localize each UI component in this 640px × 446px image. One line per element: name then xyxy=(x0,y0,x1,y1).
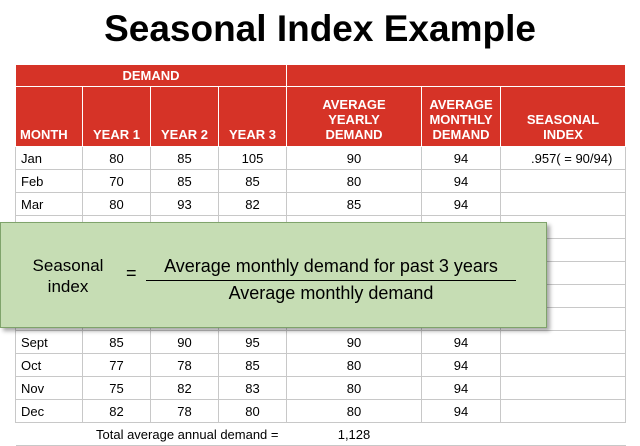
cell-year2: 93 xyxy=(150,192,219,216)
cell-year2: 78 xyxy=(150,399,219,423)
header-year1: YEAR 1 xyxy=(82,86,151,147)
header-average-yearly-line3: DEMAND xyxy=(325,127,383,142)
group-header-row: DEMAND xyxy=(15,64,627,87)
formula-numerator: Average monthly demand for past 3 years xyxy=(164,256,498,276)
cell-year2: 85 xyxy=(150,146,219,170)
cell-year2: 82 xyxy=(150,376,219,400)
cell-average-yearly: 80 xyxy=(286,376,422,400)
cell-year2: 85 xyxy=(150,169,219,193)
cell-year3: 95 xyxy=(218,330,287,354)
header-average-monthly-line2: MONTHLY xyxy=(429,112,493,127)
cell-average-monthly: 94 xyxy=(421,192,501,216)
cell-seasonal-index xyxy=(499,169,627,193)
cell-average-yearly: 80 xyxy=(286,399,422,423)
cell-average-monthly: 94 xyxy=(421,376,501,400)
cell-year2: 90 xyxy=(150,330,219,354)
formula-denominator: Average monthly demand xyxy=(228,283,434,303)
cell-seasonal-index: .957( = 90/94) xyxy=(499,146,627,170)
header-seasonal-index: SEASONAL INDEX xyxy=(499,86,627,147)
header-year3: YEAR 3 xyxy=(218,86,287,147)
header-year2: YEAR 2 xyxy=(150,86,219,147)
cell-average-monthly: 94 xyxy=(421,353,501,377)
cell-year1: 70 xyxy=(82,169,151,193)
formula-equals: = xyxy=(126,263,137,283)
header-average-monthly-line1: AVERAGE xyxy=(429,97,493,112)
table-row: Feb 70 85 85 80 94 xyxy=(15,169,627,193)
cell-average-yearly: 90 xyxy=(286,146,422,170)
header-average-monthly-demand: AVERAGE MONTHLY DEMAND xyxy=(421,86,501,147)
total-row: Total average annual demand = 1,128 xyxy=(15,422,626,446)
cell-year3: 105 xyxy=(218,146,287,170)
header-average-monthly-line3: DEMAND xyxy=(432,127,490,142)
table-row: Mar 80 93 82 85 94 xyxy=(15,192,627,216)
cell-month: Dec xyxy=(15,399,83,423)
cell-month: Jan xyxy=(15,146,83,170)
cell-year3: 80 xyxy=(218,399,287,423)
cell-year1: 75 xyxy=(82,376,151,400)
cell-seasonal-index xyxy=(499,192,627,216)
header-seasonal-line2: INDEX xyxy=(543,127,583,142)
header-month: MONTH xyxy=(15,86,83,147)
cell-average-monthly: 94 xyxy=(421,399,501,423)
seasonal-index-formula-callout: Seasonal index = Average monthly demand … xyxy=(0,222,547,328)
formula-lhs-line1: Seasonal xyxy=(32,256,104,275)
cell-year3: 85 xyxy=(218,353,287,377)
cell-average-yearly: 80 xyxy=(286,169,422,193)
cell-month: Feb xyxy=(15,169,83,193)
cell-seasonal-index xyxy=(499,376,627,400)
formula-lhs-line2: index xyxy=(47,277,89,296)
cell-average-monthly: 94 xyxy=(421,169,501,193)
cell-seasonal-index xyxy=(499,399,627,423)
cell-year3: 82 xyxy=(218,192,287,216)
cell-month: Nov xyxy=(15,376,83,400)
formula-lhs: Seasonal index xyxy=(23,255,113,297)
cell-year3: 83 xyxy=(218,376,287,400)
cell-year1: 77 xyxy=(82,353,151,377)
table-row: Oct 77 78 85 80 94 xyxy=(15,353,627,377)
cell-average-yearly: 90 xyxy=(286,330,422,354)
table-row: Nov 75 82 83 80 94 xyxy=(15,376,627,400)
cell-year1: 82 xyxy=(82,399,151,423)
cell-year1: 80 xyxy=(82,192,151,216)
cell-month: Mar xyxy=(15,192,83,216)
fraction-bar xyxy=(146,280,516,281)
slide-title: Seasonal Index Example xyxy=(104,8,536,49)
table-row: Dec 82 78 80 80 94 xyxy=(15,399,627,423)
cell-year2: 78 xyxy=(150,353,219,377)
cell-average-yearly: 80 xyxy=(286,353,422,377)
total-value: 1,128 xyxy=(286,422,422,446)
cell-month: Oct xyxy=(15,353,83,377)
cell-average-yearly: 85 xyxy=(286,192,422,216)
header-average-yearly-demand: AVERAGE YEARLY DEMAND xyxy=(286,86,422,147)
blank-group-header xyxy=(285,64,627,87)
header-average-yearly-line1: AVERAGE xyxy=(322,97,386,112)
total-spacer xyxy=(421,422,626,446)
total-label: Total average annual demand = xyxy=(15,422,287,446)
cell-year1: 80 xyxy=(82,146,151,170)
cell-month: Sept xyxy=(15,330,83,354)
cell-year3: 85 xyxy=(218,169,287,193)
header-average-yearly-line2: YEARLY xyxy=(328,112,380,127)
cell-average-monthly: 94 xyxy=(421,330,501,354)
demand-group-header: DEMAND xyxy=(15,64,287,87)
table-row: Jan 80 85 105 90 94.957( = 90/94) xyxy=(15,146,627,170)
cell-average-monthly: 94 xyxy=(421,146,501,170)
cell-year1: 85 xyxy=(82,330,151,354)
table-row: Sept 85 90 95 90 94 xyxy=(15,330,627,354)
cell-seasonal-index xyxy=(499,353,627,377)
header-seasonal-line1: SEASONAL xyxy=(526,112,600,127)
column-header-row: MONTH YEAR 1 YEAR 2 YEAR 3 AVERAGE YEARL… xyxy=(15,86,627,147)
cell-seasonal-index xyxy=(499,330,627,354)
